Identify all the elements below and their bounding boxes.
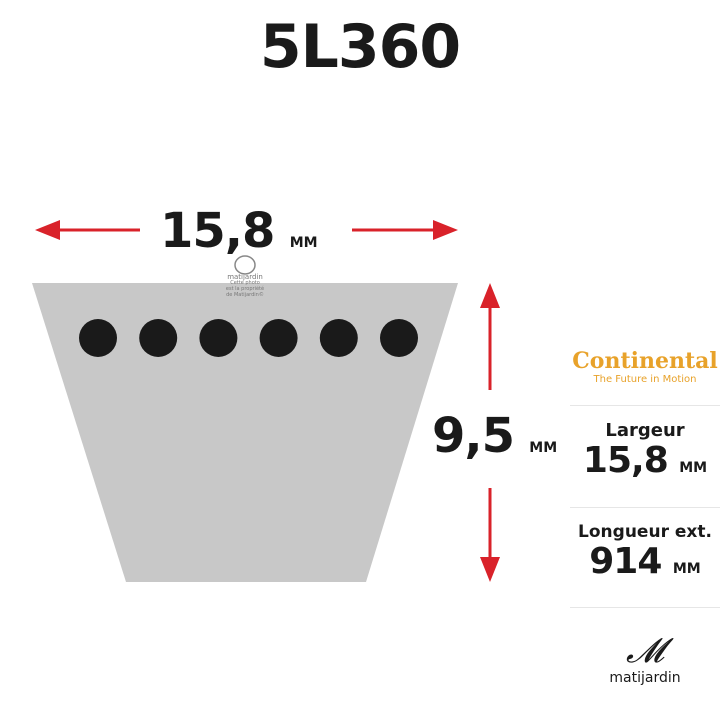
- width-dimension: 15,8 MM: [160, 203, 318, 259]
- logo-mark-icon: 𝓜: [625, 631, 665, 671]
- width-spec: Largeur 15,8 MM: [582, 420, 708, 481]
- belt-profile: [32, 283, 458, 582]
- height-dimension: 9,5 MM: [432, 408, 558, 464]
- arrow-up-icon: [480, 283, 500, 390]
- cord-dot: [79, 319, 117, 357]
- watermark-logo-icon: [234, 255, 256, 275]
- continental-logo: Continental The Future in Motion: [572, 348, 718, 385]
- watermark: matijardin Cette photo est la propriété de…: [225, 273, 265, 299]
- arrow-down-icon: [480, 488, 500, 582]
- cord-dot: [380, 319, 418, 357]
- arrow-left-icon: [35, 220, 140, 240]
- length-spec: Longueur ext. 914 MM: [578, 522, 712, 582]
- cord-dot: [319, 319, 358, 357]
- arrow-right-icon: [352, 220, 458, 240]
- cord-dot: [139, 319, 178, 357]
- cord-dot: [199, 319, 238, 357]
- product-title: 5L360: [259, 12, 461, 82]
- cord-dot: [259, 319, 298, 357]
- matijardin-logo: 𝓜 matijardin: [570, 632, 720, 686]
